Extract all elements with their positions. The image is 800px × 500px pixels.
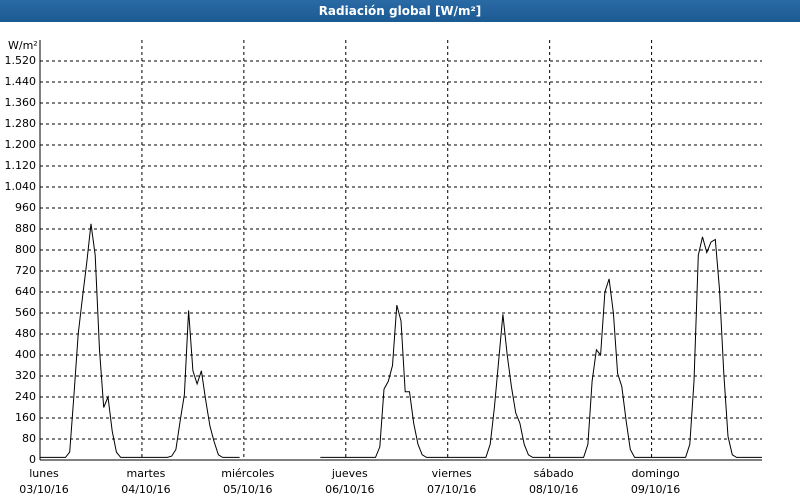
data-line	[40, 223, 762, 458]
y-tick-label: 1.200	[5, 138, 37, 151]
x-tick-label: jueves	[331, 467, 368, 480]
y-tick-label: 1.360	[5, 96, 37, 109]
y-tick-label: 160	[15, 411, 36, 424]
y-tick-label: 880	[15, 222, 36, 235]
y-tick-label: 720	[15, 264, 36, 277]
y-tick-label: 1.520	[5, 54, 37, 67]
y-tick-label: 1.280	[5, 117, 37, 130]
y-tick-label: 400	[15, 348, 36, 361]
y-tick-label: 480	[15, 327, 36, 340]
y-axis-label: W/m²	[8, 39, 38, 52]
x-tick-label: domingo	[631, 467, 679, 480]
y-tick-label: 640	[15, 285, 36, 298]
x-tick-date: 03/10/16	[19, 483, 68, 496]
x-tick-date: 08/10/16	[529, 483, 578, 496]
y-tick-label: 0	[29, 453, 36, 466]
y-tick-label: 240	[15, 390, 36, 403]
x-tick-label: miércoles	[221, 467, 274, 480]
y-tick-label: 800	[15, 243, 36, 256]
x-tick-date: 07/10/16	[427, 483, 476, 496]
x-tick-date: 06/10/16	[325, 483, 374, 496]
x-tick-date: 09/10/16	[631, 483, 680, 496]
x-tick-label: martes	[127, 467, 166, 480]
y-tick-label: 320	[15, 369, 36, 382]
x-tick-date: 04/10/16	[121, 483, 170, 496]
x-tick-label: sábado	[534, 467, 574, 480]
title-bar: Radiación global [W/m²]	[0, 0, 800, 22]
y-tick-label: 1.040	[5, 180, 37, 193]
x-tick-label: lunes	[29, 467, 59, 480]
y-tick-label: 560	[15, 306, 36, 319]
y-tick-label: 960	[15, 201, 36, 214]
x-tick-label: viernes	[432, 467, 472, 480]
y-tick-label: 1.120	[5, 159, 37, 172]
y-tick-label: 1.440	[5, 75, 37, 88]
y-tick-label: 80	[22, 432, 36, 445]
x-tick-date: 05/10/16	[223, 483, 272, 496]
